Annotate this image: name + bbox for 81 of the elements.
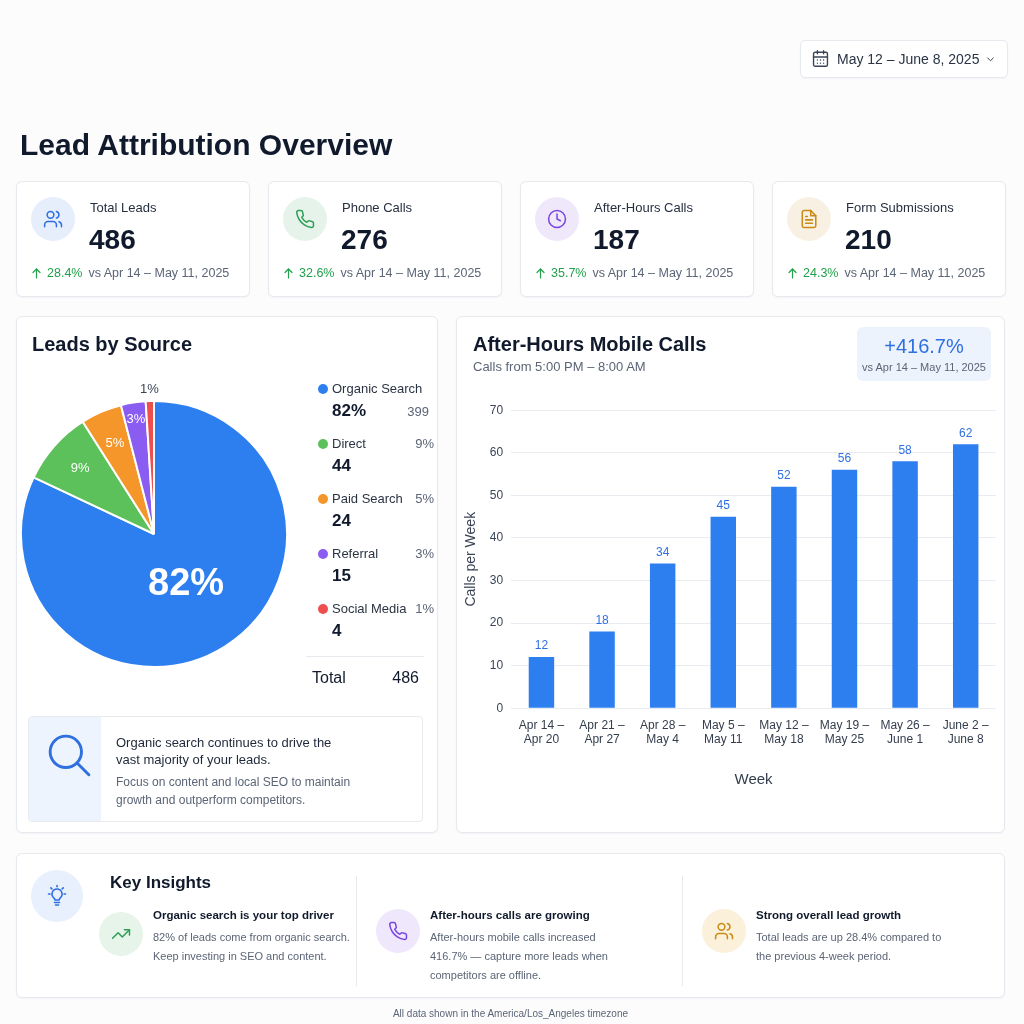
text: 1% (415, 601, 434, 616)
text: 210 (845, 224, 892, 255)
y-axis-title: Calls per Week (462, 510, 479, 607)
text: 486 (392, 669, 419, 687)
legend-label: Direct (332, 436, 366, 451)
x-tick-label: Apr 14 – Apr 20 (518, 717, 565, 747)
data-label: 18 (595, 612, 610, 627)
data-label: 34 (655, 544, 670, 559)
text: Lead Attribution Overview (20, 128, 393, 161)
text: 44 (332, 456, 351, 475)
text: vs Apr 14 – May 11, 2025 (88, 266, 230, 280)
data-label: 5% (105, 435, 125, 451)
text: 15 (332, 566, 351, 585)
data-label: 56 (837, 451, 852, 466)
text: Strong overall lead growth (756, 909, 902, 921)
chart-title: After-Hours Mobile Calls (473, 333, 707, 355)
text: 399 (407, 404, 429, 419)
chart-subtitle: Calls from 5:00 PM – 8:00 AM (473, 359, 646, 374)
data-label: 82% (148, 561, 225, 604)
legend-label: Referral (332, 546, 379, 561)
text: vs Apr 14 – May 11, 2025 (592, 266, 734, 280)
text: +416.7% (884, 335, 964, 357)
data-label: 9% (70, 460, 91, 476)
text: 32.6% (299, 266, 335, 280)
y-tick-label: 0 (496, 700, 504, 715)
text: 276 (341, 224, 388, 255)
text: vs Apr 14 – May 11, 2025 (340, 266, 482, 280)
text: 35.7% (551, 266, 587, 280)
text: 9% (415, 436, 434, 451)
text: vs Apr 14 – May 11, 2025 (844, 266, 986, 280)
text: 24.3% (803, 266, 839, 280)
text: Total Leads (90, 200, 157, 215)
text: All data shown in the America/Los_Angeles timezone (392, 1008, 629, 1019)
y-tick-label: 30 (489, 572, 504, 587)
text: Total (312, 669, 346, 687)
text: After-hours calls are growing (430, 909, 590, 921)
y-tick-label: 50 (489, 487, 504, 502)
x-axis-title: Week (734, 770, 774, 788)
x-tick-label: May 5 – May 11 (701, 717, 745, 747)
text: 82% (332, 401, 367, 420)
data-label: 3% (126, 411, 146, 427)
x-tick-label: Apr 28 – May 4 (639, 717, 686, 747)
x-tick-label: May 26 – June 1 (880, 717, 931, 747)
legend-label: Organic Search (332, 381, 423, 396)
data-label: 12 (534, 638, 549, 653)
text: 187 (593, 224, 640, 255)
text: Organic search is your top driver (153, 909, 334, 921)
y-tick-label: 70 (489, 402, 504, 417)
data-label: 1% (140, 380, 160, 396)
text: Form Submissions (846, 200, 954, 215)
text: 28.4% (47, 266, 83, 280)
text: 4 (332, 621, 342, 640)
text: Key Insights (110, 873, 212, 892)
data-label: 62 (959, 425, 973, 440)
text: 82% of leads come from organic search. Keep investing in SEO and content. (153, 931, 350, 962)
chart-title: Leads by Source (32, 333, 193, 355)
text: 5% (415, 491, 434, 506)
text: After-Hours Calls (594, 200, 693, 215)
text: Focus on content and local SEO to maintain growth and outperform competitors. (116, 775, 351, 807)
text: 486 (89, 224, 136, 255)
y-tick-label: 40 (489, 530, 504, 545)
text: 24 (332, 511, 351, 530)
y-tick-label: 10 (489, 657, 504, 672)
text: vs Apr 14 – May 11, 2025 (862, 361, 986, 373)
y-tick-label: 20 (489, 615, 504, 630)
x-tick-label: June 2 – June 8 (942, 717, 990, 747)
text: After-hours mobile calls increased 416.7% — capture more leads when competitors are offline. (430, 931, 608, 981)
data-label: 45 (716, 497, 731, 512)
x-tick-label: May 12 – May 18 (759, 717, 809, 747)
x-tick-label: Apr 21 – Apr 27 (579, 717, 626, 747)
data-label: 58 (898, 442, 913, 457)
y-tick-label: 60 (489, 445, 504, 460)
legend-label: Paid Search (332, 491, 403, 506)
data-label: 52 (777, 468, 791, 483)
legend-label: Social Media (332, 601, 407, 616)
text: Phone Calls (342, 200, 413, 215)
text: May 12 – June 8, 2025 (837, 51, 980, 67)
text: Organic search continues to drive the vast majority of your leads. (116, 735, 332, 767)
x-tick-label: May 19 – May 25 (819, 717, 870, 747)
text: 3% (415, 546, 434, 561)
text: Total leads are up 28.4% compared to the previous 4-week period. (756, 931, 942, 962)
